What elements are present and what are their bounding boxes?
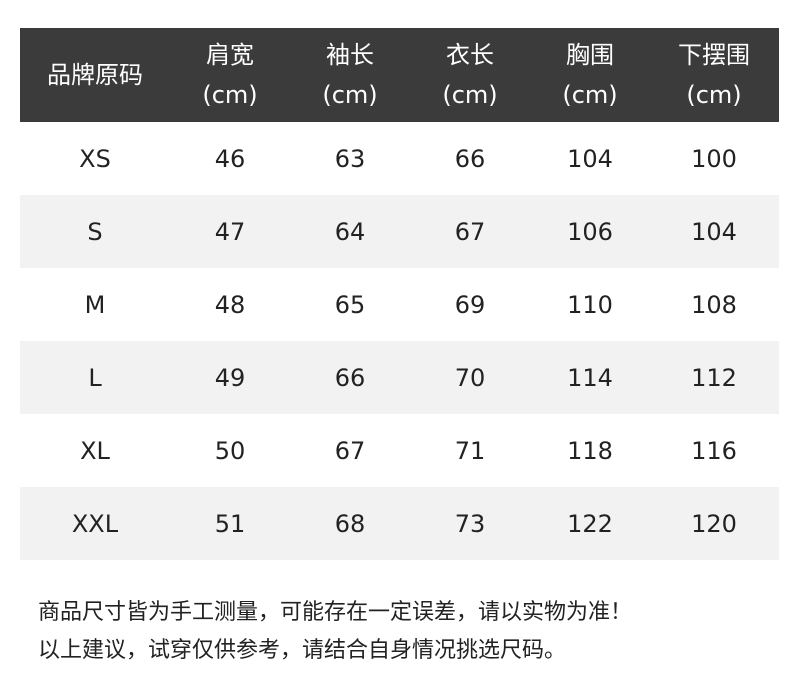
table-cell: XS xyxy=(79,144,111,173)
table-cell: M xyxy=(84,290,106,319)
table-cell: 68 xyxy=(334,509,366,538)
table-cell: XL xyxy=(80,436,110,465)
header-label: 袖长 xyxy=(326,41,374,69)
table-cell: 71 xyxy=(454,436,486,465)
header-cell: 品牌原码 xyxy=(35,28,155,122)
table-cell: 67 xyxy=(454,217,486,246)
table-cell: 70 xyxy=(454,363,486,392)
table-cell: 106 xyxy=(567,217,613,246)
table-cell: 118 xyxy=(567,436,613,465)
table-cell: 116 xyxy=(691,436,737,465)
header-unit: (cm) xyxy=(442,81,498,109)
table-cell: 104 xyxy=(567,144,613,173)
table-cell: XXL xyxy=(71,509,119,538)
header-cell: 肩宽 (cm) xyxy=(170,28,290,122)
header-cell: 胸围 (cm) xyxy=(530,28,650,122)
header-unit: (cm) xyxy=(322,81,378,109)
table-cell: 65 xyxy=(334,290,366,319)
table-cell: 67 xyxy=(334,436,366,465)
table-cell: 104 xyxy=(691,217,737,246)
header-label: 品牌原码 xyxy=(47,61,143,89)
table-cell: 69 xyxy=(454,290,486,319)
table-cell: 122 xyxy=(567,509,613,538)
table-cell: 112 xyxy=(691,363,737,392)
table-row xyxy=(20,122,779,195)
table-cell: 108 xyxy=(691,290,737,319)
header-label: 下摆围 xyxy=(678,41,750,69)
table-cell: 49 xyxy=(214,363,246,392)
table-cell: 47 xyxy=(214,217,246,246)
table-cell: S xyxy=(87,217,103,246)
table-cell: 73 xyxy=(454,509,486,538)
header-label: 衣长 xyxy=(446,41,494,69)
header-cell: 袖长 (cm) xyxy=(290,28,410,122)
header-cell: 下摆围 (cm) xyxy=(654,28,774,122)
table-cell: 114 xyxy=(567,363,613,392)
table-cell: 63 xyxy=(334,144,366,173)
table-row xyxy=(20,414,779,487)
table-cell: 50 xyxy=(214,436,246,465)
header-unit: (cm) xyxy=(562,81,618,109)
table-cell: 120 xyxy=(691,509,737,538)
table-cell: L xyxy=(88,363,102,392)
note-text: 以上建议，试穿仅供参考，请结合自身情况挑选尺码。 xyxy=(38,638,567,663)
table-cell: 100 xyxy=(691,144,737,173)
table-cell: 46 xyxy=(214,144,246,173)
table-cell: 66 xyxy=(334,363,366,392)
table-cell: 110 xyxy=(567,290,613,319)
table-cell: 51 xyxy=(214,509,246,538)
header-label: 胸围 xyxy=(566,41,614,69)
table-cell: 66 xyxy=(454,144,486,173)
note-text: 商品尺寸皆为手工测量，可能存在一定误差，请以实物为准！ xyxy=(38,600,633,625)
table-header xyxy=(20,28,779,122)
table-row xyxy=(20,487,779,560)
table-cell: 48 xyxy=(214,290,246,319)
header-unit: (cm) xyxy=(202,81,258,109)
table-row xyxy=(20,268,779,341)
header-unit: (cm) xyxy=(686,81,742,109)
header-cell: 衣长 (cm) xyxy=(410,28,530,122)
table-row xyxy=(20,195,779,268)
table-cell: 64 xyxy=(334,217,366,246)
header-label: 肩宽 xyxy=(206,41,254,69)
table-row xyxy=(20,341,779,414)
